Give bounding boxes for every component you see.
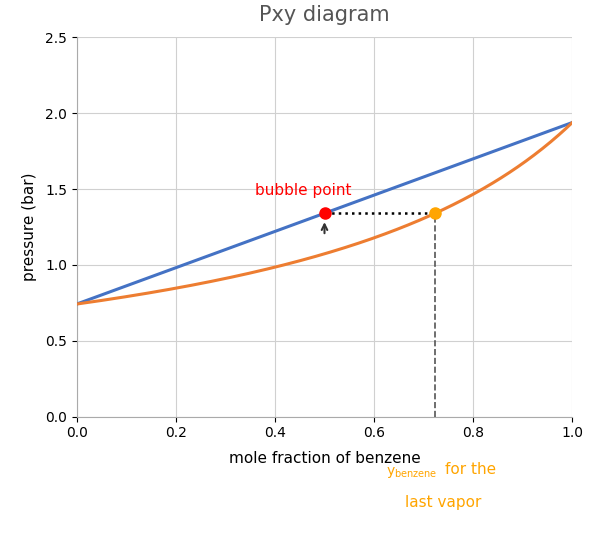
Y-axis label: pressure (bar): pressure (bar) (22, 172, 37, 281)
Text: for the: for the (445, 462, 496, 477)
Text: last vapor: last vapor (405, 496, 482, 511)
Text: y$_{\mathregular{benzene}}$: y$_{\mathregular{benzene}}$ (386, 465, 437, 480)
Text: bubble point: bubble point (255, 183, 352, 198)
Title: Pxy diagram: Pxy diagram (259, 5, 390, 25)
X-axis label: mole fraction of benzene: mole fraction of benzene (229, 451, 420, 466)
